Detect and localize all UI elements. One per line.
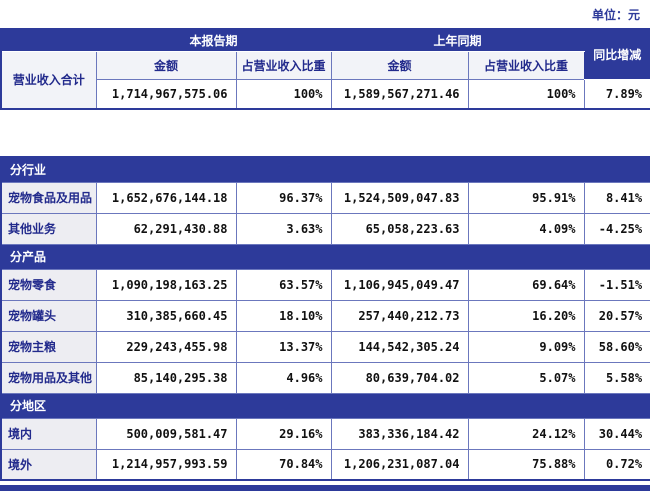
yoy-cell: 5.58%	[583, 361, 650, 394]
current-period-header: 本报告期	[95, 28, 332, 52]
prior-amount-header: 金额	[330, 50, 469, 80]
current-ratio-cell: 4.96%	[235, 361, 332, 394]
prior-amount-cell: 65,058,223.63	[330, 212, 469, 245]
current-amount-cell: 1,090,198,163.25	[95, 268, 237, 301]
prior-ratio-cell: 75.88%	[467, 448, 585, 481]
section-header-product: 分产品	[0, 243, 650, 270]
prior-ratio-cell: 9.09%	[467, 330, 585, 363]
row-label-cell: 宠物主粮	[0, 330, 97, 363]
truncated-section-bar	[0, 485, 650, 491]
prior-amount-cell: 383,336,184.42	[330, 417, 469, 450]
prior-amount-cell: 144,542,305.24	[330, 330, 469, 363]
current-ratio-header: 占营业收入比重	[235, 50, 332, 80]
prior-ratio-cell: 69.64%	[467, 268, 585, 301]
current-amount-cell: 85,140,295.38	[95, 361, 237, 394]
current-ratio-cell: 3.63%	[235, 212, 332, 245]
row-label-cell: 境内	[0, 417, 97, 450]
section-header-industry: 分行业	[0, 156, 650, 183]
yoy-cell: 58.60%	[583, 330, 650, 363]
current-amount-cell: 310,385,660.45	[95, 299, 237, 332]
total-revenue-label: 营业收入合计	[0, 50, 97, 110]
current-ratio-cell: 18.10%	[235, 299, 332, 332]
prior-amount-cell: 257,440,212.73	[330, 299, 469, 332]
prior-amount-cell: 1,206,231,087.04	[330, 448, 469, 481]
prior-ratio-cell: 24.12%	[467, 417, 585, 450]
yoy-cell: 20.57%	[583, 299, 650, 332]
current-amount-cell: 229,243,455.98	[95, 330, 237, 363]
yoy-cell: -1.51%	[583, 268, 650, 301]
prior-ratio-cell: 95.91%	[467, 181, 585, 214]
yoy-cell: 0.72%	[583, 448, 650, 481]
prior-ratio-cell: 4.09%	[467, 212, 585, 245]
current-amount-header: 金额	[95, 50, 237, 80]
prior-ratio-cell: 5.07%	[467, 361, 585, 394]
prior-amount-cell: 80,639,704.02	[330, 361, 469, 394]
header-corner-cell	[0, 28, 97, 52]
yoy-cell: 30.44%	[583, 417, 650, 450]
revenue-summary-table: 本报告期 上年同期 同比增减 营业收入合计 金额 占营业收入比重 金额 占营业收…	[0, 28, 650, 110]
unit-label: 单位：元	[591, 8, 640, 22]
yoy-header: 同比增减	[583, 28, 650, 80]
row-label-cell: 宠物零食	[0, 268, 97, 301]
current-ratio-cell: 70.84%	[235, 448, 332, 481]
total-prior-ratio-cell: 100%	[467, 78, 585, 110]
row-label-cell: 宠物罐头	[0, 299, 97, 332]
current-ratio-cell: 13.37%	[235, 330, 332, 363]
current-ratio-cell: 63.57%	[235, 268, 332, 301]
current-amount-cell: 1,652,676,144.18	[95, 181, 237, 214]
row-label-cell: 境外	[0, 448, 97, 481]
prior-amount-cell: 1,106,945,049.47	[330, 268, 469, 301]
total-current-amount-cell: 1,714,967,575.06	[95, 78, 237, 110]
prior-ratio-header: 占营业收入比重	[467, 50, 585, 80]
row-label-cell: 其他业务	[0, 212, 97, 245]
spacer	[0, 110, 650, 156]
total-prior-amount-cell: 1,589,567,271.46	[330, 78, 469, 110]
current-amount-cell: 500,009,581.47	[95, 417, 237, 450]
current-ratio-cell: 29.16%	[235, 417, 332, 450]
row-label-cell: 宠物用品及其他	[0, 361, 97, 394]
current-ratio-cell: 96.37%	[235, 181, 332, 214]
current-amount-cell: 1,214,957,993.59	[95, 448, 237, 481]
total-yoy-cell: 7.89%	[583, 78, 650, 110]
total-current-ratio-cell: 100%	[235, 78, 332, 110]
row-label-cell: 宠物食品及用品	[0, 181, 97, 214]
section-header-region: 分地区	[0, 392, 650, 419]
yoy-cell: 8.41%	[583, 181, 650, 214]
yoy-cell: -4.25%	[583, 212, 650, 245]
revenue-breakdown-table: 分行业 宠物食品及用品 1,652,676,144.18 96.37% 1,52…	[0, 156, 650, 481]
prior-period-header: 上年同期	[330, 28, 585, 52]
prior-ratio-cell: 16.20%	[467, 299, 585, 332]
current-amount-cell: 62,291,430.88	[95, 212, 237, 245]
prior-amount-cell: 1,524,509,047.83	[330, 181, 469, 214]
